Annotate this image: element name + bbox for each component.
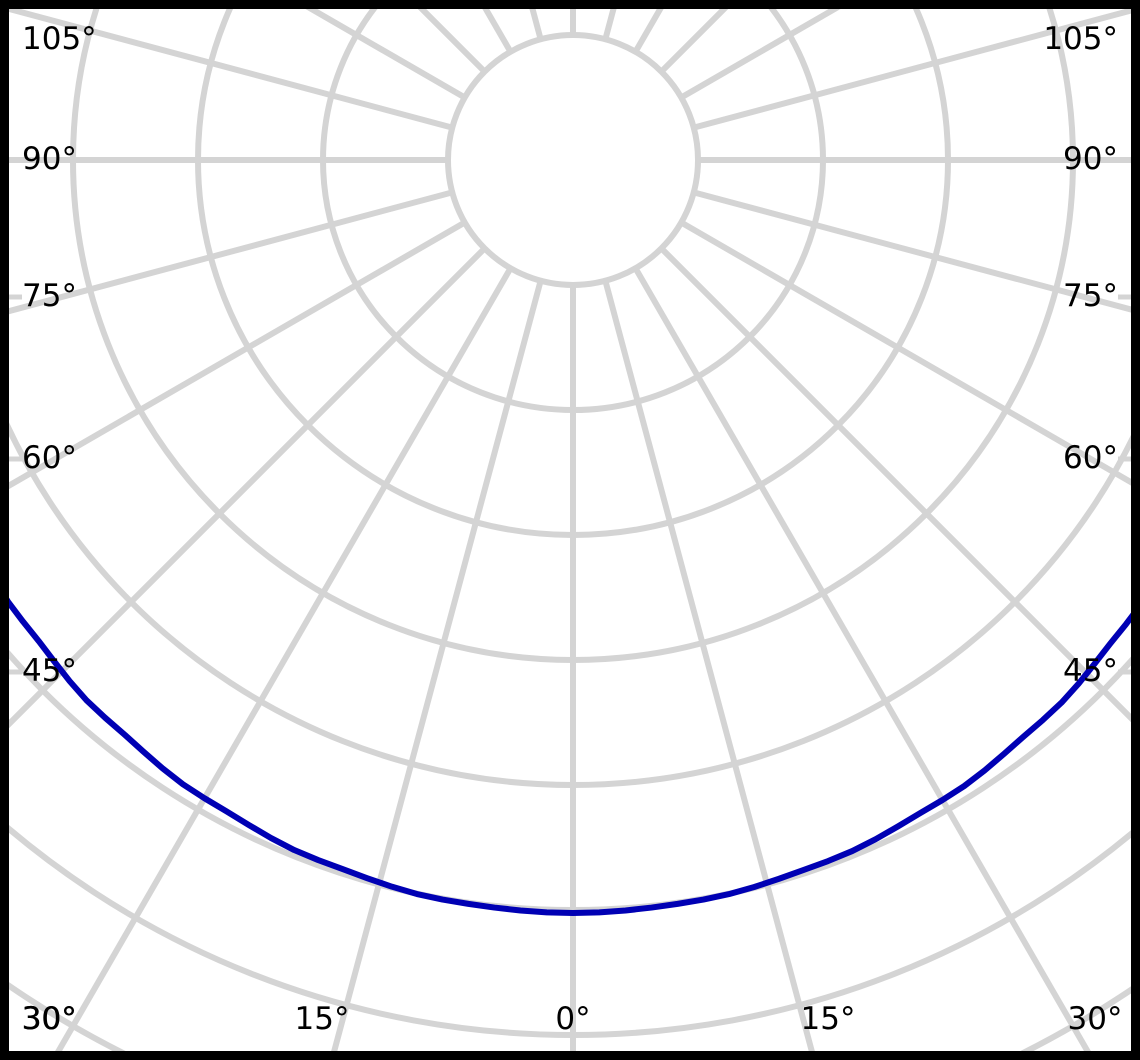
grid-spoke--60 xyxy=(9,219,467,490)
angle-label-bottom-1: 15° xyxy=(294,1001,350,1037)
grid-spoke-105 xyxy=(692,9,1131,131)
grid-spoke--75 xyxy=(9,189,454,315)
angle-label-bottom-3: 15° xyxy=(800,1001,856,1037)
grid-spoke--30 xyxy=(55,266,514,1051)
angle-label-left-3: 60° xyxy=(22,440,77,476)
angle-label-left-5: 30° xyxy=(22,1001,77,1037)
angle-label-left-4: 45° xyxy=(22,653,77,689)
grid-spoke-75 xyxy=(692,189,1131,313)
angle-label-right-1: 90° xyxy=(1063,141,1118,177)
angle-label-bottom-2: 0° xyxy=(555,1001,591,1037)
angle-label-left-2: 75° xyxy=(22,278,77,314)
grid-spoke--15 xyxy=(331,279,544,1051)
grid-spoke--45 xyxy=(9,246,487,729)
angle-label-right-3: 60° xyxy=(1063,440,1118,476)
axis-ticks xyxy=(9,157,1131,675)
grid-spoke-45 xyxy=(659,246,1131,723)
grid-spoke-30 xyxy=(632,266,1091,1051)
angle-label-left-0: 105° xyxy=(22,21,97,57)
angle-label-right-4: 45° xyxy=(1063,653,1118,689)
angle-label-right-0: 105° xyxy=(1043,21,1118,57)
angle-label-bottom-4: 30° xyxy=(1067,1001,1123,1037)
grid-spoke--105 xyxy=(9,9,454,131)
grid-spoke-60 xyxy=(679,219,1131,486)
angle-label-bottom-0: 30° xyxy=(21,1001,77,1037)
angle-label-left-1: 90° xyxy=(22,141,77,177)
angle-label-right-2: 75° xyxy=(1063,278,1118,314)
grid-spoke-15 xyxy=(602,279,815,1051)
